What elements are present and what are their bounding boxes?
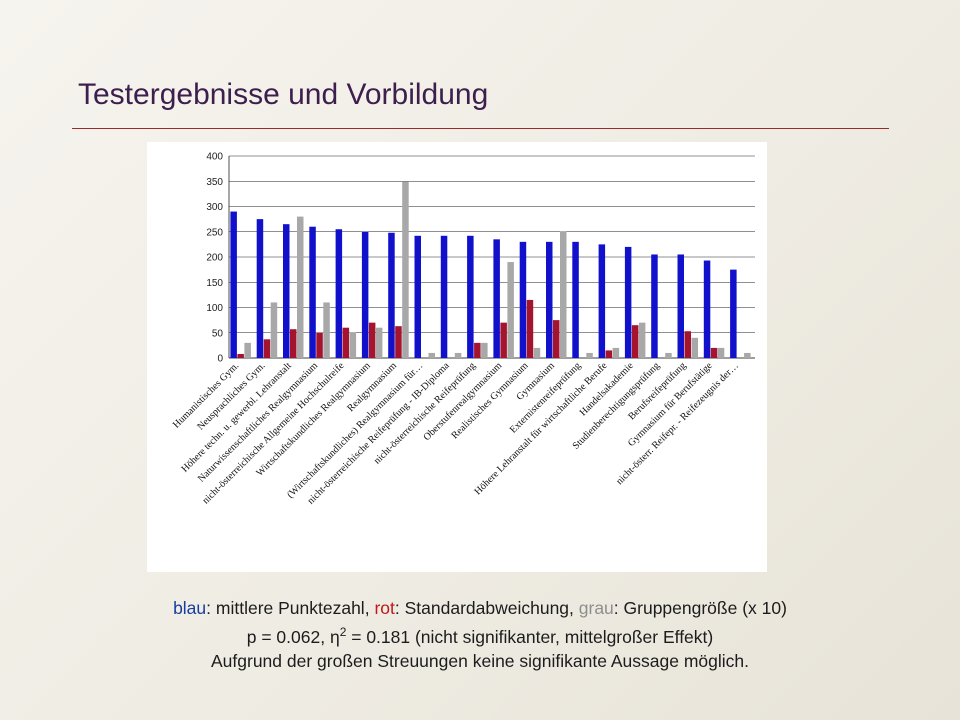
bar-gray (375, 327, 383, 358)
bar-gray (481, 342, 488, 358)
bar-gray (349, 332, 357, 358)
y-tick-label: 250 (206, 227, 223, 238)
bar-red (631, 325, 639, 358)
bar-red (526, 299, 534, 358)
bar-gray (454, 352, 462, 358)
bar-blue (361, 231, 369, 358)
bar-gray (638, 322, 646, 358)
bar-blue (440, 235, 448, 358)
bar-gray (533, 347, 541, 358)
bar-blue (519, 241, 527, 358)
caption-gray-text: : Gruppengröße (x 10) (613, 598, 787, 618)
bar-red (500, 322, 507, 358)
bar-gray (323, 302, 330, 358)
bar-red (710, 347, 718, 358)
bar-blue (598, 244, 606, 358)
bar-red (237, 353, 244, 358)
bar-gray (428, 352, 435, 358)
y-tick-label: 200 (206, 253, 223, 264)
caption-p-value: p = 0.062, (246, 626, 330, 647)
bar-blue (283, 224, 290, 358)
bar-red (553, 320, 560, 358)
title-divider (72, 128, 889, 129)
bar-blue (230, 211, 237, 358)
bar-red (605, 350, 613, 358)
bar-gray (402, 181, 409, 358)
bar-red (263, 339, 271, 358)
caption-conclusion-line: Aufgrund der großen Streuungen keine sig… (211, 650, 749, 671)
bar-gray (717, 347, 725, 358)
bar-red (316, 332, 323, 358)
bar-red (342, 327, 350, 358)
y-tick-label: 300 (206, 202, 223, 213)
bar-gray (507, 262, 514, 358)
y-tick-label: 350 (206, 177, 223, 188)
bar-blue (651, 254, 658, 358)
bar-red (395, 326, 402, 358)
bar-red (290, 329, 297, 358)
bar-red (684, 331, 691, 358)
bar-blue (256, 219, 264, 358)
caption-eta-exponent: 2 (339, 625, 347, 639)
caption-legend-line: blau: mittlere Punktezahl, rot: Standard… (0, 596, 960, 620)
bar-blue (335, 229, 343, 358)
slide-title: Testergebnisse und Vorbildung (78, 78, 489, 111)
caption-red-word: rot (374, 598, 395, 618)
y-tick-label: 150 (206, 278, 223, 289)
bar-gray (691, 337, 698, 358)
bar-blue (467, 235, 474, 358)
bar-blue (414, 235, 421, 358)
y-tick-label: 400 (206, 152, 223, 163)
bar-gray (586, 352, 593, 358)
caption-red-text: : Standardabweichung, (394, 598, 579, 618)
caption-eta-symbol: η (329, 626, 340, 647)
bar-gray (744, 352, 751, 358)
chart-area: 0 50 100 150 200 250 300 350 400 Humanistisches G… (147, 142, 767, 572)
bar-blue (309, 226, 316, 358)
bar-red (474, 342, 481, 358)
y-tick-label: 100 (206, 303, 223, 314)
y-tick-label: 50 (212, 328, 224, 339)
caption: blau: mittlere Punktezahl, rot: Standard… (0, 596, 960, 673)
bar-gray (244, 342, 251, 358)
y-tick-label: 0 (217, 354, 223, 365)
bar-blue (624, 246, 632, 358)
bar-blue (546, 241, 553, 358)
bar-gray (665, 352, 672, 358)
caption-eta-value: = 0.181 (nicht signifikanter, mittelgroß… (346, 626, 714, 647)
bar-gray (297, 216, 304, 358)
bar-gray (270, 302, 278, 358)
bar-blue (572, 241, 579, 358)
bar-blue (388, 232, 395, 358)
bar-red (368, 322, 376, 358)
bar-blue (703, 260, 711, 358)
bar-blue (730, 269, 737, 358)
bar-blue (493, 239, 500, 358)
caption-blue-text: : mittlere Punktezahl, (206, 598, 375, 618)
bar-blue (677, 254, 684, 358)
x-category-label: nicht-österr. Reifepr. - Reifezeugnis de… (614, 360, 741, 487)
caption-gray-word: grau (578, 598, 614, 618)
bar-gray (612, 347, 620, 358)
bar-gray (560, 231, 567, 358)
caption-blue-word: blau (173, 598, 207, 618)
caption-statistics-line: p = 0.062, η2 = 0.181 (nicht signifikant… (0, 620, 960, 649)
